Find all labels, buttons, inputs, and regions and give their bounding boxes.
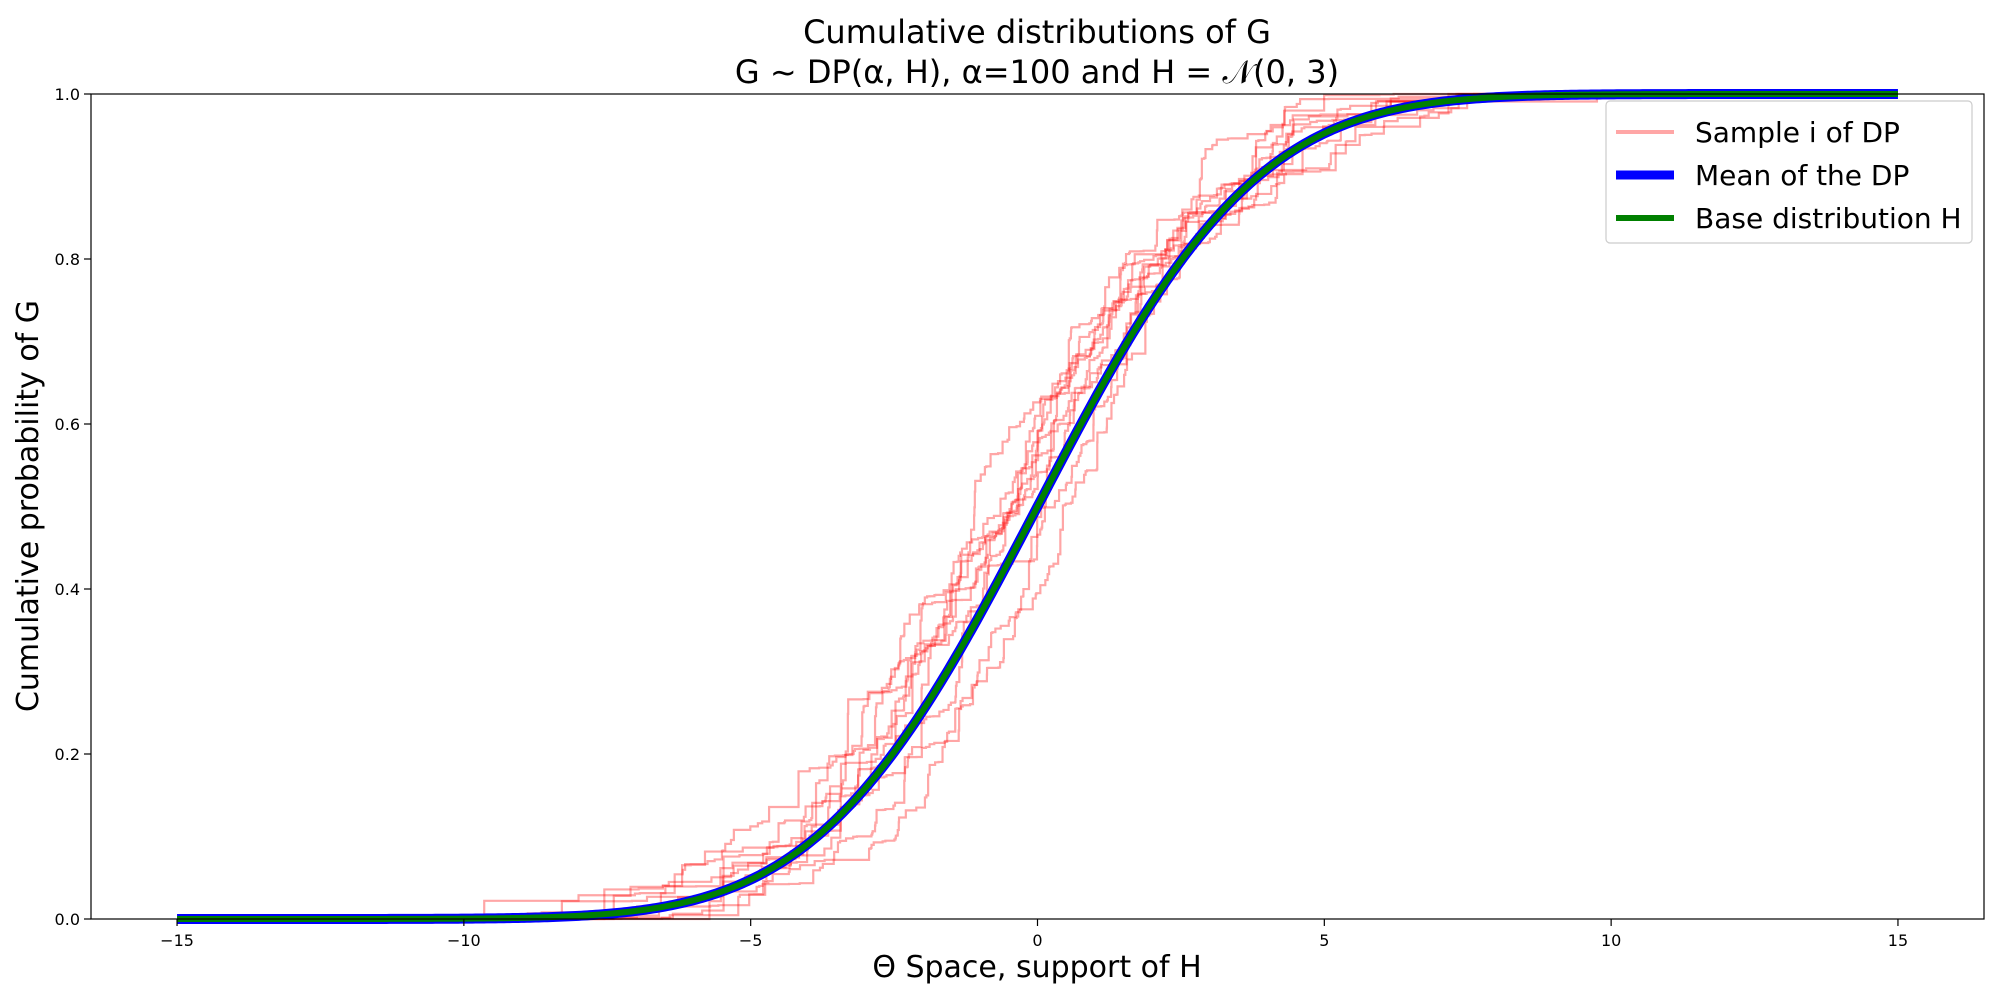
x-axis-label: Θ Space, support of H xyxy=(872,950,1201,985)
sample-series-group xyxy=(177,92,1898,921)
chart-title-line-2: G ~ DP(α, H), α=100 and H = 𝒩(0, 3) xyxy=(735,53,1339,91)
x-tick-label: 15 xyxy=(1888,931,1908,950)
y-tick-label: 0.6 xyxy=(55,415,80,434)
legend: Sample i of DP Mean of the DP Base distr… xyxy=(1605,100,1973,244)
legend-label-mean: Mean of the DP xyxy=(1695,159,1909,192)
y-tick-label: 1.0 xyxy=(55,85,80,104)
legend-label-base: Base distribution H xyxy=(1695,202,1962,235)
y-axis-ticks: 0.0 0.2 0.4 0.6 0.8 1.0 xyxy=(55,85,91,929)
chart-title-line-1: Cumulative distributions of G xyxy=(803,13,1271,51)
x-tick-label: 5 xyxy=(1319,931,1329,950)
y-tick-label: 0.8 xyxy=(55,250,80,269)
dp-sample-line xyxy=(177,92,1898,921)
x-tick-label: −15 xyxy=(160,931,194,950)
dp-sample-line xyxy=(177,92,1898,921)
y-tick-label: 0.2 xyxy=(55,745,80,764)
y-axis-label: Cumulative probability of G xyxy=(11,300,46,712)
x-tick-label: −5 xyxy=(739,931,763,950)
y-tick-label: 0.0 xyxy=(55,910,80,929)
dp-sample-line xyxy=(177,92,1898,921)
x-tick-label: −10 xyxy=(447,931,481,950)
legend-box xyxy=(1605,100,1973,244)
x-axis-ticks: −15 −10 −5 0 5 10 15 xyxy=(160,919,1908,950)
y-tick-label: 0.4 xyxy=(55,580,80,599)
x-tick-label: 0 xyxy=(1032,931,1042,950)
dp-sample-line xyxy=(177,92,1898,921)
x-tick-label: 10 xyxy=(1601,931,1621,950)
legend-label-samples: Sample i of DP xyxy=(1695,116,1900,149)
dp-sample-line xyxy=(177,92,1898,921)
